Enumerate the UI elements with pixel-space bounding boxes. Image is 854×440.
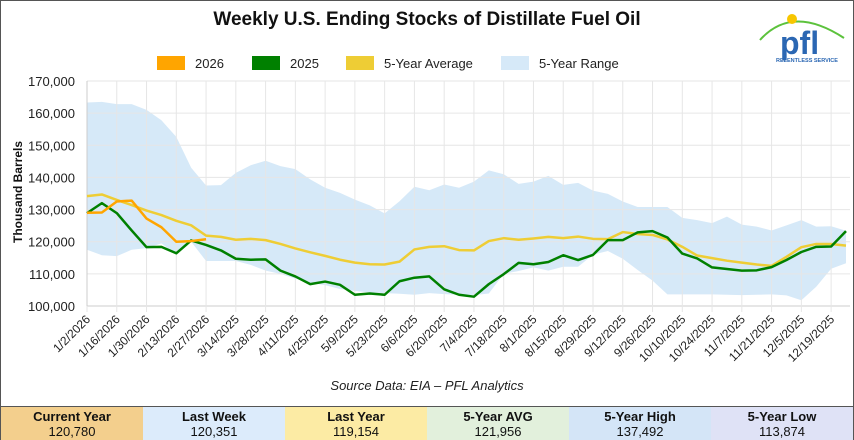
five-year-range-band — [87, 101, 846, 301]
legend-item-2026[interactable]: 2026 — [157, 55, 224, 71]
y-tick-label: 160,000 — [28, 106, 75, 121]
stat-label: 5-Year AVG — [463, 409, 533, 424]
stat-value: 119,154 — [332, 424, 380, 439]
pfl-logo: pfl RELENTLESS SERVICE — [752, 6, 852, 66]
stat-5yr-low: 5-Year Low 113,874 — [711, 407, 853, 440]
chart-title: Weekly U.S. Ending Stocks of Distillate … — [213, 9, 641, 30]
y-tick-label: 150,000 — [28, 138, 75, 153]
stat-label: Current Year — [33, 409, 111, 424]
chart-plot: 100,000 110,000 120,000 130,000 140,000 150,0… — [28, 74, 850, 365]
stats-bar: Current Year 120,780 Last Week 120,351 L… — [1, 406, 853, 440]
legend-swatch-2025 — [252, 56, 280, 70]
legend-label: 5-Year Range — [539, 55, 619, 71]
y-tick-label: 110,000 — [29, 267, 75, 282]
stat-last-week: Last Week 120,351 — [143, 407, 285, 440]
source-note: Source Data: EIA – PFL Analytics — [330, 378, 524, 393]
stat-value: 120,780 — [48, 424, 96, 439]
legend-swatch-2026 — [157, 56, 185, 70]
stat-current-year: Current Year 120,780 — [1, 407, 143, 440]
stat-5yr-high: 5-Year High 137,492 — [569, 407, 711, 440]
stat-value: 121,956 — [474, 424, 522, 439]
series-2026-line — [86, 199, 207, 243]
stat-label: Last Week — [181, 409, 247, 424]
logo-text: pfl — [780, 25, 819, 61]
y-tick-label: 130,000 — [28, 203, 75, 218]
legend-label: 2026 — [195, 55, 224, 71]
series-2025-line — [86, 201, 847, 298]
y-tick-label: 100,000 — [28, 299, 75, 314]
stat-label: 5-Year High — [604, 409, 676, 424]
legend-label: 2025 — [290, 55, 319, 71]
stat-last-year: Last Year 119,154 — [285, 407, 427, 440]
legend-item-5yr-range[interactable]: 5-Year Range — [501, 55, 619, 71]
y-tick-label: 170,000 — [28, 74, 75, 89]
stat-label: Last Year — [327, 409, 385, 424]
stat-value: 113,874 — [758, 424, 806, 439]
five-year-average-line — [86, 193, 847, 268]
legend-label: 5-Year Average — [384, 55, 473, 71]
chart-legend: 2026 2025 5-Year Average 5-Year Range — [0, 55, 854, 71]
stat-label: 5-Year Low — [747, 409, 817, 424]
legend-swatch-5yr-average — [346, 56, 374, 70]
legend-swatch-5yr-range — [501, 56, 529, 70]
stat-value: 120,351 — [190, 424, 238, 439]
stat-5yr-avg: 5-Year AVG 121,956 — [427, 407, 569, 440]
logo-tagline: RELENTLESS SERVICE — [776, 58, 838, 64]
stat-value: 137,492 — [616, 424, 664, 439]
pfl-logo-icon: pfl RELENTLESS SERVICE — [759, 14, 845, 64]
legend-item-2025[interactable]: 2025 — [252, 55, 319, 71]
y-tick-label: 120,000 — [28, 235, 75, 250]
legend-item-5yr-average[interactable]: 5-Year Average — [346, 55, 473, 71]
y-tick-label: 140,000 — [28, 170, 75, 185]
